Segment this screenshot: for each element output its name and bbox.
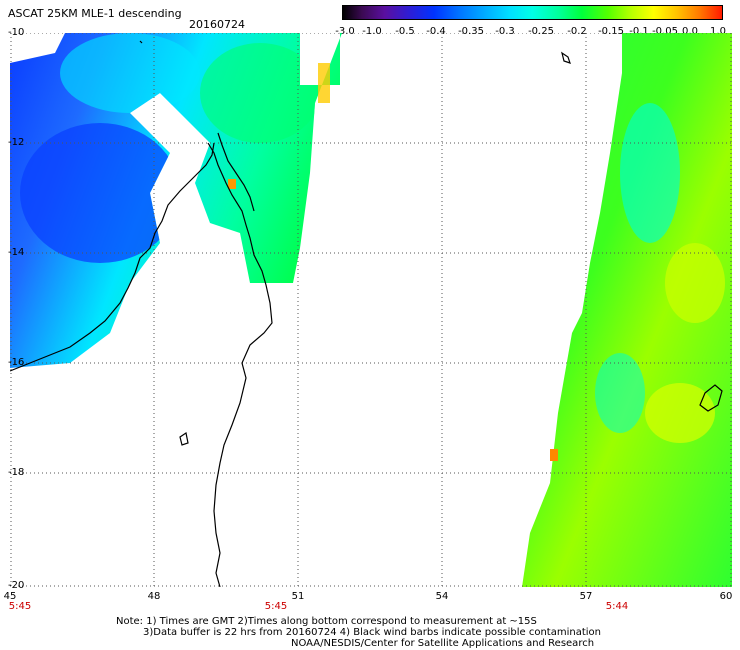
colorbar-label: 1.0 [710,26,726,37]
map-title: ASCAT 25KM MLE-1 descending [8,7,182,20]
colorbar-label: -0.25 [528,26,554,37]
lon-label: 51 [291,591,305,602]
comoros [139,40,189,446]
color-scale-bar [342,5,723,20]
lat-label: -20 [8,580,25,591]
colorbar-label: -1.0 [362,26,382,37]
colorbar-label: -0.4 [426,26,446,37]
lat-label: -16 [8,357,25,368]
time-label: 5:45 [264,601,288,612]
lon-label: 57 [579,591,593,602]
lat-label: -12 [8,137,25,148]
time-label: 5:44 [605,601,629,612]
right-swath [522,33,732,587]
map-date: 20160724 [189,18,245,31]
colorbar-label: -0.15 [598,26,624,37]
footer-note-2: 3)Data buffer is 22 hrs from 20160724 4)… [143,627,601,638]
africa-coast [10,142,215,372]
colorbar-label: -0.5 [395,26,415,37]
colorbar-label: -3.0 [335,26,355,37]
lat-label: -14 [8,247,25,258]
madagascar-coast [207,142,273,587]
colorbar-label: -0.3 [495,26,515,37]
colorbar-label: -0.1 [629,26,649,37]
lon-label: 48 [147,591,161,602]
lon-label: 60 [719,591,733,602]
island-north [561,51,571,64]
lon-label: 54 [435,591,449,602]
island-east [699,384,723,412]
madagascar-east [217,132,255,212]
lat-label: -18 [8,467,25,478]
footer-note-3: NOAA/NESDIS/Center for Satellite Applica… [291,638,595,649]
lat-lon-grid [10,33,732,587]
colorbar-label: 0.0 [682,26,698,37]
colorbar-label: -0.35 [458,26,484,37]
colorbar-label: -0.2 [567,26,587,37]
left-swath [10,33,342,368]
coastline [10,40,723,587]
time-label: 5:45 [8,601,32,612]
footer-note-1: Note: 1) Times are GMT 2)Times along bot… [116,616,537,627]
lat-label: -10 [8,27,25,38]
lon-label: 45 [3,591,17,602]
swath-map [10,33,732,587]
colorbar-label: -0.05 [652,26,678,37]
